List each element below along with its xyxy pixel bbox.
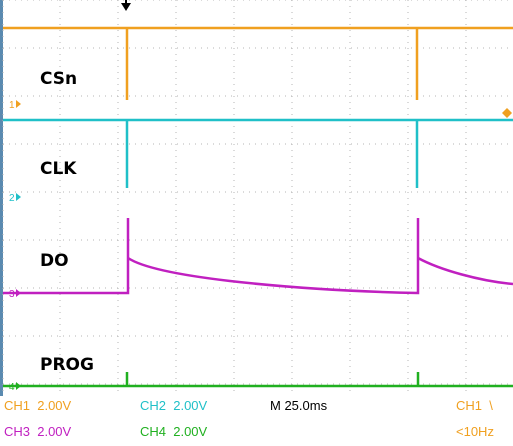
frame-edge <box>0 0 3 396</box>
ch4-signal-label: PROG <box>40 355 94 375</box>
trigger-position-icon <box>121 3 131 11</box>
ch2-ground-marker[interactable]: 2 <box>9 193 21 204</box>
ch4-trace <box>3 372 513 388</box>
ch3-signal-label: DO <box>40 251 69 271</box>
ch1-ground-marker[interactable]: 1 <box>9 100 21 111</box>
graticule <box>2 0 513 396</box>
timebase-readout[interactable]: M 25.0ms <box>270 398 328 413</box>
ch2-signal-label: CLK <box>40 159 77 179</box>
ch2-trace <box>3 118 513 188</box>
ch1-trace <box>3 26 513 100</box>
svg-text:2: 2 <box>9 193 15 204</box>
ch3-scale[interactable]: CH3 2.00V <box>4 424 72 439</box>
trigger-source[interactable]: CH1 \ <box>456 398 493 413</box>
svg-text:4: 4 <box>9 382 15 393</box>
ch1-signal-label: CSn <box>40 69 77 89</box>
ch3-trace <box>3 218 513 295</box>
ch4-ground-marker[interactable]: 4 <box>9 382 21 393</box>
svg-text:1: 1 <box>9 100 15 111</box>
ch4-scale[interactable]: CH4 2.00V <box>140 424 208 439</box>
ch2-scale[interactable]: CH2 2.00V <box>140 398 208 413</box>
ch1-scale[interactable]: CH1 2.00V <box>4 398 72 413</box>
trigger-level-icon <box>502 108 512 118</box>
svg-text:3: 3 <box>9 289 15 300</box>
status-bar: CH1 2.00V CH2 2.00V M 25.0ms CH1 \ CH3 2… <box>0 396 513 446</box>
frequency-readout: <10Hz <box>456 424 494 439</box>
ch3-ground-marker[interactable]: 3 <box>9 289 21 300</box>
